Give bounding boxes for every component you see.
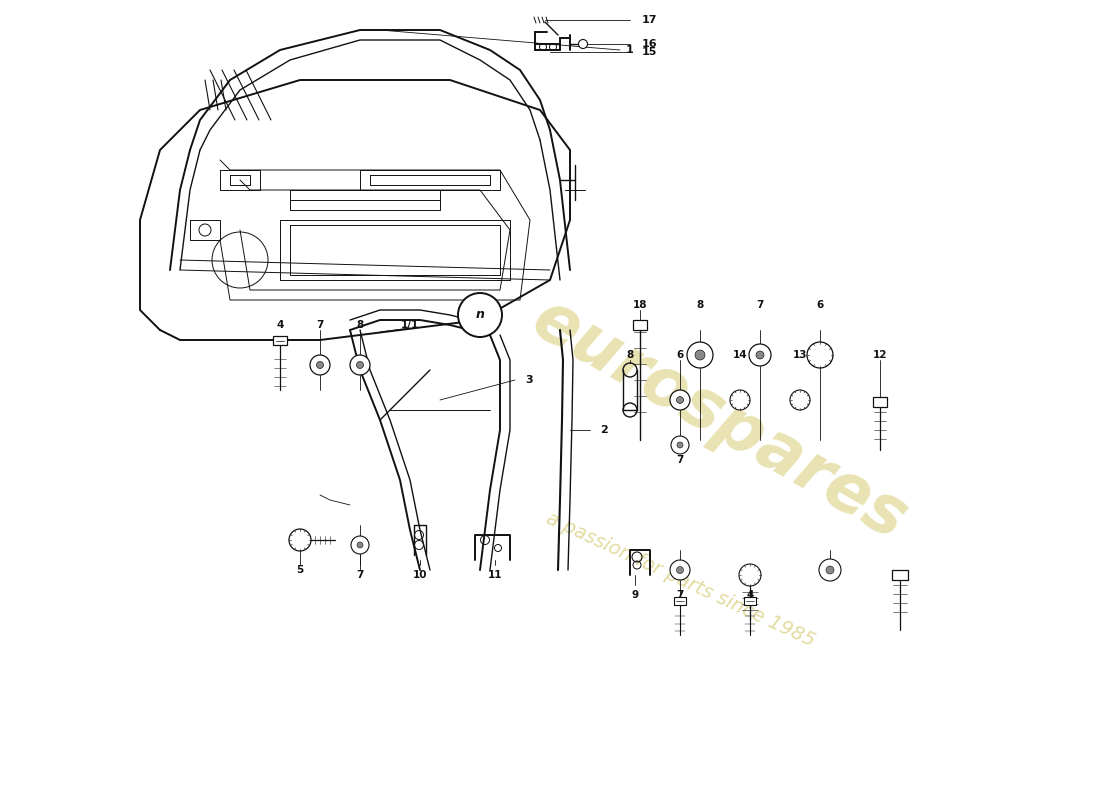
Text: 8: 8 [626, 350, 634, 360]
Circle shape [739, 564, 761, 586]
Circle shape [358, 542, 363, 548]
Circle shape [317, 362, 323, 369]
Text: 1: 1 [626, 45, 634, 55]
Circle shape [676, 397, 683, 403]
Circle shape [579, 39, 587, 49]
Circle shape [820, 559, 842, 581]
Text: 4: 4 [276, 320, 284, 330]
Text: 14: 14 [733, 350, 747, 360]
Circle shape [807, 342, 833, 368]
Text: 16: 16 [642, 39, 658, 49]
Circle shape [688, 342, 713, 368]
Text: 8: 8 [356, 320, 364, 330]
FancyBboxPatch shape [632, 320, 647, 330]
Text: 1/1: 1/1 [400, 320, 419, 330]
Text: 15: 15 [642, 47, 658, 57]
Text: 7: 7 [757, 300, 763, 310]
Text: a passion for parts since 1985: a passion for parts since 1985 [542, 509, 817, 651]
Circle shape [458, 293, 502, 337]
Text: 7: 7 [676, 590, 684, 600]
Text: 5: 5 [296, 565, 304, 575]
Text: 8: 8 [696, 300, 704, 310]
Circle shape [756, 351, 764, 359]
FancyBboxPatch shape [674, 597, 686, 605]
Circle shape [670, 560, 690, 580]
Text: 7: 7 [356, 570, 364, 580]
Circle shape [289, 529, 311, 551]
Text: 11: 11 [487, 570, 503, 580]
Circle shape [730, 390, 750, 410]
FancyBboxPatch shape [873, 397, 887, 407]
Circle shape [676, 442, 683, 448]
Text: 6: 6 [816, 300, 824, 310]
Circle shape [671, 436, 689, 454]
Circle shape [790, 390, 810, 410]
Circle shape [350, 355, 370, 375]
Text: 17: 17 [642, 15, 658, 25]
Circle shape [310, 355, 330, 375]
Circle shape [695, 350, 705, 360]
Text: 9: 9 [631, 590, 639, 600]
Text: 7: 7 [317, 320, 323, 330]
Text: 7: 7 [676, 455, 684, 465]
Circle shape [670, 390, 690, 410]
Circle shape [676, 566, 683, 574]
Text: 12: 12 [872, 350, 888, 360]
Circle shape [826, 566, 834, 574]
Circle shape [749, 344, 771, 366]
Text: 2: 2 [600, 425, 607, 435]
FancyBboxPatch shape [892, 570, 907, 580]
FancyBboxPatch shape [273, 336, 287, 345]
Text: 4: 4 [746, 590, 754, 600]
Text: 13: 13 [793, 350, 807, 360]
Text: 6: 6 [676, 350, 683, 360]
Text: 10: 10 [412, 570, 427, 580]
Circle shape [351, 536, 369, 554]
Text: 18: 18 [632, 300, 647, 310]
Text: eurospares: eurospares [521, 286, 918, 554]
FancyBboxPatch shape [744, 597, 756, 605]
Text: 3: 3 [525, 375, 532, 385]
Circle shape [356, 362, 363, 369]
Text: n: n [475, 309, 484, 322]
